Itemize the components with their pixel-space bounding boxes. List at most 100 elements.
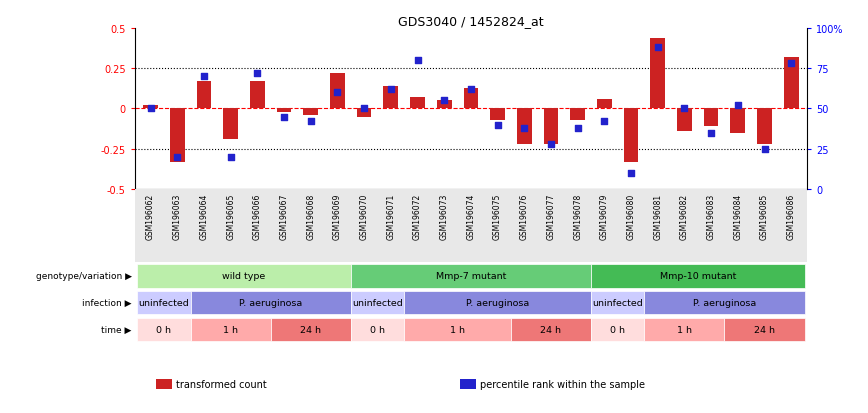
Point — [651, 45, 665, 52]
Text: 1 h: 1 h — [223, 325, 238, 334]
Point — [731, 103, 745, 109]
Text: GSM196079: GSM196079 — [600, 193, 608, 240]
Text: GSM196063: GSM196063 — [173, 193, 181, 240]
Bar — [277, 109, 292, 112]
Point — [224, 154, 238, 161]
Text: P. aeruginosa: P. aeruginosa — [239, 299, 302, 307]
Point — [411, 58, 424, 64]
Point — [490, 122, 504, 128]
Text: 24 h: 24 h — [754, 325, 775, 334]
Text: GSM196075: GSM196075 — [493, 193, 502, 240]
Point — [544, 141, 558, 148]
Text: GSM196064: GSM196064 — [200, 193, 208, 240]
Bar — [191, 318, 271, 342]
Bar — [170, 109, 185, 162]
Point — [277, 114, 291, 121]
Point — [571, 125, 585, 132]
Bar — [677, 109, 692, 132]
Bar — [351, 318, 404, 342]
Text: GSM196071: GSM196071 — [386, 193, 395, 239]
Text: GSM196074: GSM196074 — [466, 193, 476, 240]
Bar — [543, 109, 558, 145]
Bar — [490, 109, 505, 121]
Text: GSM196073: GSM196073 — [440, 193, 449, 240]
Text: GSM196086: GSM196086 — [786, 193, 796, 239]
Text: 0 h: 0 h — [370, 325, 385, 334]
Bar — [591, 318, 644, 342]
Bar — [517, 109, 531, 145]
Bar — [757, 109, 772, 145]
Bar — [437, 101, 451, 109]
Bar — [624, 109, 638, 162]
Point — [678, 106, 692, 112]
Point — [517, 125, 531, 132]
Point — [331, 90, 345, 97]
Bar — [591, 291, 644, 315]
Point — [758, 146, 772, 153]
Point — [250, 71, 264, 77]
Bar — [357, 109, 372, 117]
Text: genotype/variation ▶: genotype/variation ▶ — [36, 271, 132, 280]
Text: infection ▶: infection ▶ — [82, 298, 132, 307]
Point — [464, 87, 478, 93]
Text: Mmp-10 mutant: Mmp-10 mutant — [660, 272, 736, 281]
Point — [304, 119, 318, 126]
Bar — [384, 87, 398, 109]
Text: uninfected: uninfected — [592, 299, 643, 307]
Text: 1 h: 1 h — [677, 325, 692, 334]
Text: GSM196076: GSM196076 — [520, 193, 529, 240]
Text: GSM196083: GSM196083 — [707, 193, 715, 239]
Text: GSM196068: GSM196068 — [306, 193, 315, 239]
Bar — [570, 109, 585, 121]
Text: GSM196069: GSM196069 — [333, 193, 342, 240]
Text: Mmp-7 mutant: Mmp-7 mutant — [436, 272, 506, 281]
Bar — [143, 106, 158, 109]
Point — [785, 61, 799, 68]
Text: transformed count: transformed count — [176, 379, 267, 389]
Bar — [304, 109, 318, 116]
Text: GSM196070: GSM196070 — [359, 193, 369, 240]
Bar — [191, 291, 351, 315]
Bar — [704, 109, 719, 127]
Bar — [511, 318, 591, 342]
Bar — [411, 98, 424, 109]
Bar — [351, 264, 591, 288]
Text: GSM196084: GSM196084 — [733, 193, 742, 239]
Text: GSM196080: GSM196080 — [627, 193, 635, 239]
Text: uninfected: uninfected — [352, 299, 403, 307]
Text: GSM196085: GSM196085 — [760, 193, 769, 239]
Text: GSM196072: GSM196072 — [413, 193, 422, 239]
Bar — [197, 82, 211, 109]
Point — [197, 74, 211, 81]
Bar — [223, 109, 238, 140]
Text: GSM196065: GSM196065 — [227, 193, 235, 240]
Bar — [404, 291, 591, 315]
Bar — [725, 318, 805, 342]
Text: GSM196067: GSM196067 — [279, 193, 288, 240]
Text: 0 h: 0 h — [610, 325, 625, 334]
Text: 24 h: 24 h — [300, 325, 321, 334]
Point — [704, 130, 718, 137]
Bar — [464, 88, 478, 109]
Text: GSM196062: GSM196062 — [146, 193, 155, 239]
Text: percentile rank within the sample: percentile rank within the sample — [480, 379, 645, 389]
Bar — [650, 38, 665, 109]
Point — [357, 106, 371, 112]
Text: GSM196082: GSM196082 — [680, 193, 689, 239]
Title: GDS3040 / 1452824_at: GDS3040 / 1452824_at — [398, 15, 543, 28]
Bar — [137, 318, 191, 342]
Bar — [137, 291, 191, 315]
Bar — [597, 100, 612, 109]
Point — [624, 170, 638, 177]
Bar — [784, 58, 799, 109]
Bar — [351, 291, 404, 315]
Text: GSM196081: GSM196081 — [654, 193, 662, 239]
Text: P. aeruginosa: P. aeruginosa — [466, 299, 529, 307]
Text: 1 h: 1 h — [450, 325, 465, 334]
Text: uninfected: uninfected — [139, 299, 189, 307]
Point — [384, 87, 398, 93]
Bar — [731, 109, 745, 133]
Point — [437, 98, 451, 104]
Bar — [271, 318, 351, 342]
Text: GSM196078: GSM196078 — [573, 193, 582, 239]
